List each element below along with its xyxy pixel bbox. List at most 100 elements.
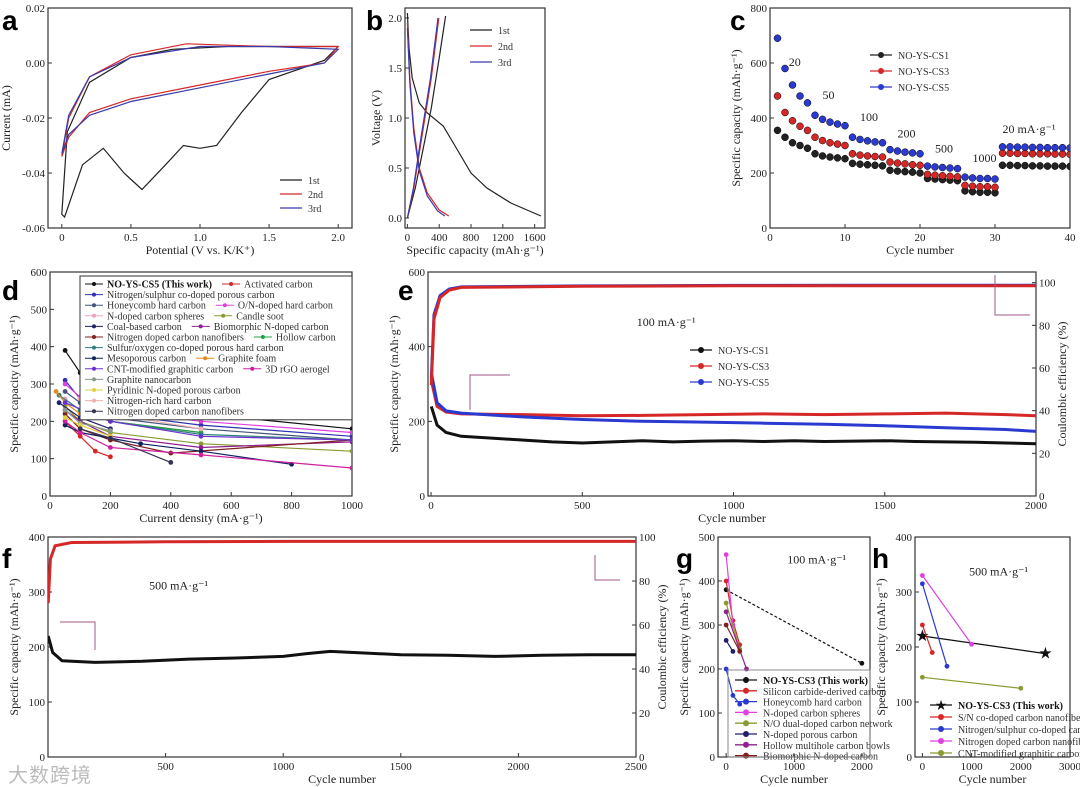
panel-letter: b [366,5,383,36]
y-tick-label: 200 [31,416,48,428]
panel-letter: g [676,543,693,574]
data-point [62,377,68,383]
legend-label: NO-YS-CS5 [718,378,769,389]
y2-tick-label: 0 [639,752,645,764]
y-tick-label: 200 [409,416,426,428]
y-tick-label: 0 [420,491,426,503]
legend-box [79,275,353,421]
data-point [737,649,743,654]
x-tick-label: 40 [1065,232,1077,244]
legend-marker [878,52,884,58]
data-point [919,573,925,578]
data-point [1043,162,1052,170]
data-point [168,460,174,465]
data-point [723,622,729,628]
data-point [349,433,352,439]
data-point [863,137,872,145]
data-point [1028,143,1037,152]
legend-marker [743,677,749,683]
x-tick-label: 1000 [961,761,984,773]
y-tick-label: 600 [31,267,48,279]
y-tick-label: 600 [409,267,426,279]
data-point [723,552,729,557]
series-group [773,34,1070,197]
x-tick-label: 0 [920,761,926,773]
x-tick-label: 500 [574,500,591,512]
y-axis-label: Voltage (V) [369,90,383,146]
series-line [429,372,1036,433]
legend-label: Hollow multihole carbon bowls [763,741,890,752]
data-point [983,183,992,191]
annotation-arrow [469,374,510,410]
series-line [725,589,863,664]
data-point [198,426,204,432]
panel-b: 0 400 800 1200 1600 0.0 0.5 1.0 1.5 2.0 Specific c… [366,5,546,257]
x-tick-label: 1000 [272,761,295,773]
data-point [826,118,834,126]
x-tick-label: 20 [915,232,927,244]
x-tick-label: 0 [428,500,434,512]
y-tick-label: 100 [31,454,48,466]
annotation: 500 mA·g⁻¹ [969,565,1028,579]
data-point [1058,162,1067,170]
data-point [998,161,1007,170]
data-point [938,172,947,180]
x-axis-label: Potential (V vs. K/K⁺) [146,243,255,257]
data-point [198,452,204,458]
annotation: 100 mA·g⁻¹ [637,315,696,329]
x-tick-label: 30 [990,232,1002,244]
x-tick-label: 2000 [1010,761,1033,773]
y-tick-label: 400 [29,532,46,544]
data-point [92,448,98,454]
legend-label: 2nd [498,42,513,53]
x-axis-label: Cycle number [886,243,954,257]
panel-letter: c [730,5,746,36]
data-point [923,170,932,179]
data-point [901,167,909,176]
legend-marker [92,345,96,350]
legend-marker [92,324,96,329]
series-line-charge [406,15,447,219]
series-group: ★★ [915,573,1053,691]
data-point [781,108,789,117]
x-tick-label: 2500 [625,761,648,773]
data-point [62,418,68,424]
annotation: 50 [823,88,835,102]
data-point: ★ [1038,646,1052,663]
x-tick-label: 2000 [507,761,530,773]
legend-label: NO-YS-CS5 (This work) [107,280,212,291]
data-point [62,348,68,353]
data-point [796,92,804,100]
series-line-charge [406,17,439,219]
legend-marker [203,356,208,361]
series-line [61,45,339,219]
panel-f: 500 1000 1500 2000 2500010020030040002040608… [2,532,669,786]
y-tick-label: 100 [896,697,913,709]
data-point [976,183,984,191]
annotation-arrow [60,621,96,650]
data-point [833,120,842,128]
y2-tick-label: 40 [639,664,651,676]
data-point [138,441,144,447]
data-point [818,115,827,124]
legend-marker [229,282,234,286]
data-point [1036,150,1044,158]
y-tick-label: 0.5 [388,163,402,175]
data-point [983,174,992,183]
data-point [859,660,865,666]
y-tick-label: 1.5 [388,63,402,75]
data-point [1036,162,1044,170]
series-line [922,676,1021,689]
y2-tick-label: 40 [1039,406,1051,418]
series-line [48,635,636,664]
legend-label: S/N co-doped carbon nanofiber [958,713,1080,724]
legend-label: NO-YS-CS3 (This work) [763,676,868,687]
data-point [1021,143,1029,151]
data-point: ★ [915,628,929,645]
x-tick-label: 0 [767,232,773,244]
y-tick-label: 400 [699,576,716,588]
data-point [968,182,977,190]
x-tick-label: 1000 [723,500,746,512]
data-point [919,581,925,587]
legend-marker [743,741,749,748]
